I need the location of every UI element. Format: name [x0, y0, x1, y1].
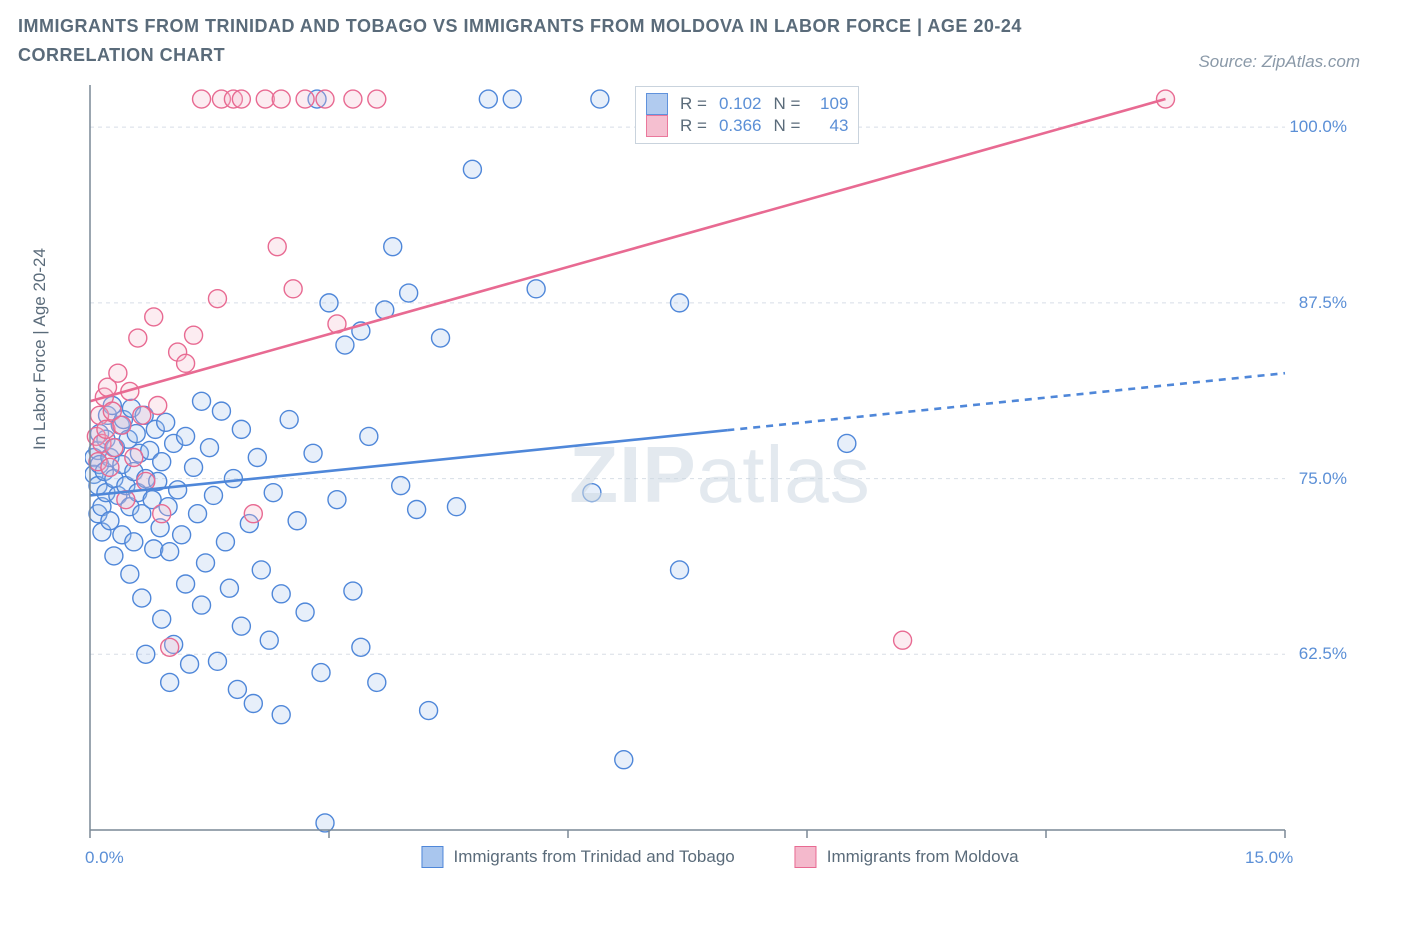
y-tick-label: 75.0%	[1299, 469, 1347, 489]
stat-r-value: 0.366	[719, 116, 762, 136]
y-axis-title: In Labor Force | Age 20-24	[30, 248, 50, 450]
chart-svg	[85, 80, 1355, 870]
stat-n-value: 109	[812, 94, 848, 114]
legend-item-tt: Immigrants from Trinidad and Tobago	[421, 846, 734, 868]
x-max-label: 15.0%	[1245, 848, 1293, 868]
stat-n-value: 43	[812, 116, 848, 136]
swatch-md	[795, 846, 817, 868]
legend-label-tt: Immigrants from Trinidad and Tobago	[453, 847, 734, 867]
plot-area: ZIPatlas R =0.102N =109R =0.366N =43 62.…	[85, 80, 1355, 870]
swatch-tt	[421, 846, 443, 868]
stat-n-label: N =	[773, 116, 800, 136]
stat-r-value: 0.102	[719, 94, 762, 114]
y-tick-label: 87.5%	[1299, 293, 1347, 313]
stat-r-label: R =	[680, 116, 707, 136]
chart-title: IMMIGRANTS FROM TRINIDAD AND TOBAGO VS I…	[18, 12, 1118, 70]
legend-item-md: Immigrants from Moldova	[795, 846, 1019, 868]
y-tick-label: 62.5%	[1299, 644, 1347, 664]
legend-label-md: Immigrants from Moldova	[827, 847, 1019, 867]
source-label: Source: ZipAtlas.com	[1198, 52, 1360, 72]
stats-row: R = 0.102 N = 109	[646, 93, 848, 115]
chart-container: IMMIGRANTS FROM TRINIDAD AND TOBAGO VS I…	[0, 0, 1406, 930]
stats-legend-box: R = 0.102 N = 109 R = 0.366 N = 43	[635, 86, 859, 144]
swatch-icon	[646, 115, 668, 137]
swatch-icon	[646, 93, 668, 115]
header: IMMIGRANTS FROM TRINIDAD AND TOBAGO VS I…	[18, 12, 1388, 70]
x-min-label: 0.0%	[85, 848, 124, 868]
stat-r-label: R =	[680, 94, 707, 114]
stat-n-label: N =	[773, 94, 800, 114]
bottom-legend: Immigrants from Trinidad and Tobago Immi…	[421, 846, 1018, 868]
y-tick-label: 100.0%	[1289, 117, 1347, 137]
stats-row: R = 0.366 N = 43	[646, 115, 848, 137]
